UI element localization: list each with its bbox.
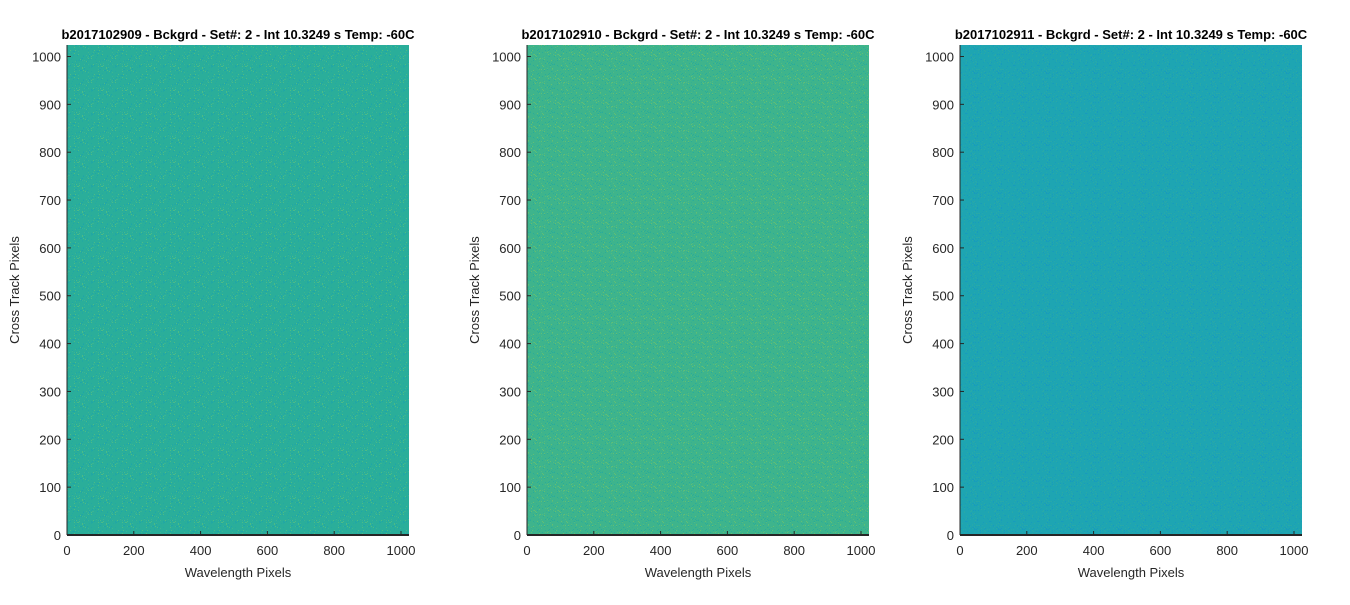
- y-tick-label: 700: [499, 193, 521, 208]
- heatmap-image-2: [527, 45, 869, 535]
- chart-title: b2017102911 - Bckgrd - Set#: 2 - Int 10.…: [955, 27, 1308, 42]
- y-tick-label: 100: [39, 480, 61, 495]
- chart-panel-3: 0 200 400 600 800 1000 0 100 200 300 400 500 600 700 8…: [900, 27, 1308, 580]
- y-axis-label: Cross Track Pixels: [467, 236, 482, 344]
- y-axis-label: Cross Track Pixels: [7, 236, 22, 344]
- y-tick-label: 600: [499, 241, 521, 256]
- y-tick-label: 100: [932, 480, 954, 495]
- x-tick-label: 200: [123, 543, 145, 558]
- y-tick-label: 500: [932, 289, 954, 304]
- x-tick-label: 400: [190, 543, 212, 558]
- y-tick-label: 600: [932, 241, 954, 256]
- y-tick-label: 400: [39, 337, 61, 352]
- y-tick-label: 900: [39, 97, 61, 112]
- x-tick-label: 600: [717, 543, 739, 558]
- x-tick-label: 800: [1216, 543, 1238, 558]
- x-tick-label: 600: [1150, 543, 1172, 558]
- x-tick-label: 1000: [847, 543, 876, 558]
- x-tick-label: 600: [257, 543, 279, 558]
- chart-title: b2017102909 - Bckgrd - Set#: 2 - Int 10.…: [61, 27, 415, 42]
- x-tick-label: 0: [956, 543, 963, 558]
- y-tick-label: 900: [499, 97, 521, 112]
- y-tick-label: 800: [499, 145, 521, 160]
- y-tick-label: 200: [39, 432, 61, 447]
- y-tick-label: 500: [499, 289, 521, 304]
- y-tick-label: 800: [932, 145, 954, 160]
- y-tick-label: 300: [932, 384, 954, 399]
- y-tick-label: 200: [932, 432, 954, 447]
- y-tick-label: 900: [932, 97, 954, 112]
- x-tick-label: 1000: [387, 543, 416, 558]
- y-tick-label: 300: [39, 384, 61, 399]
- y-tick-label: 600: [39, 241, 61, 256]
- y-tick-label: 0: [54, 528, 61, 543]
- x-tick-label: 0: [523, 543, 530, 558]
- x-tick-label: 0: [63, 543, 70, 558]
- y-tick-label: 1000: [492, 49, 521, 64]
- y-tick-label: 200: [499, 432, 521, 447]
- x-axis-label: Wavelength Pixels: [645, 565, 752, 580]
- y-tick-label: 1000: [925, 49, 954, 64]
- chart-title: b2017102910 - Bckgrd - Set#: 2 - Int 10.…: [521, 27, 875, 42]
- y-tick-label: 0: [947, 528, 954, 543]
- x-tick-label: 1000: [1280, 543, 1309, 558]
- y-tick-label: 800: [39, 145, 61, 160]
- y-tick-label: 100: [499, 480, 521, 495]
- y-tick-label: 400: [499, 337, 521, 352]
- x-tick-label: 400: [650, 543, 672, 558]
- heatmap-image-1: [67, 45, 409, 535]
- y-tick-label: 700: [39, 193, 61, 208]
- y-axis-label: Cross Track Pixels: [900, 236, 915, 344]
- x-tick-label: 800: [783, 543, 805, 558]
- heatmap-image-3: [960, 45, 1302, 535]
- y-tick-label: 1000: [32, 49, 61, 64]
- y-tick-label: 0: [514, 528, 521, 543]
- x-tick-label: 800: [323, 543, 345, 558]
- y-tick-label: 300: [499, 384, 521, 399]
- x-tick-label: 200: [1016, 543, 1038, 558]
- y-tick-label: 700: [932, 193, 954, 208]
- chart-panel-2: 0 200 400 600 800 1000 0 100 200 300 400 500 600 700 8…: [467, 27, 875, 580]
- chart-panel-1: 0 200 400 600 800 1000 0 100 200 300 400 500 600 700 8…: [7, 27, 415, 580]
- y-tick-label: 400: [932, 337, 954, 352]
- x-axis-label: Wavelength Pixels: [1078, 565, 1185, 580]
- x-axis-label: Wavelength Pixels: [185, 565, 292, 580]
- x-tick-label: 400: [1083, 543, 1105, 558]
- x-tick-label: 200: [583, 543, 605, 558]
- y-tick-label: 500: [39, 289, 61, 304]
